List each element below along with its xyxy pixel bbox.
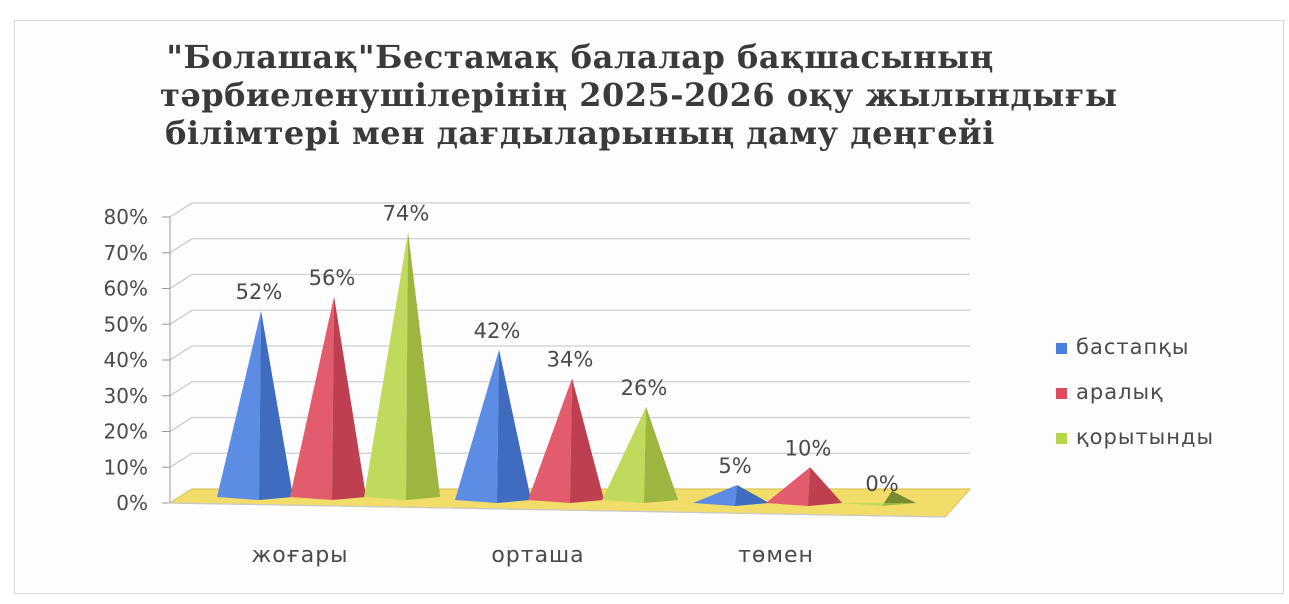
side-gridline — [170, 382, 192, 396]
side-gridline — [170, 275, 192, 289]
pyramid-face-қорытынды — [644, 407, 678, 503]
pyramid-front-қорытынды — [602, 407, 646, 503]
pyramid-front-бастапқы — [217, 311, 261, 500]
data-label: 5% — [718, 454, 751, 478]
side-gridline — [170, 453, 192, 467]
pyramid-face-бастапқы — [497, 350, 531, 503]
pyramid-front-қорытынды — [364, 232, 408, 500]
legend-label: бастапқы — [1076, 335, 1189, 359]
x-category-label: орташа — [491, 543, 584, 568]
data-label: 26% — [621, 376, 668, 400]
y-tick-label: 0% — [116, 491, 148, 515]
data-label: 42% — [474, 319, 521, 343]
side-gridline — [170, 239, 192, 253]
pyramid-face-қорытынды — [406, 232, 440, 500]
y-tick-label: 10% — [104, 455, 148, 479]
data-label: 34% — [547, 347, 594, 371]
pyramid-face-бастапқы — [259, 311, 293, 500]
y-tick-label: 20% — [104, 420, 148, 444]
y-tick-label: 70% — [104, 241, 148, 265]
data-label: 52% — [236, 280, 283, 304]
side-gridline — [170, 418, 192, 432]
x-category-label: жоғары — [251, 543, 348, 568]
y-tick-label: 40% — [104, 348, 148, 372]
side-gridline — [170, 203, 192, 217]
legend-swatch — [1056, 388, 1067, 399]
side-gridline — [170, 310, 192, 324]
legend-swatch — [1056, 433, 1067, 444]
legend-label: аралық — [1076, 380, 1164, 404]
pyramid-front-аралық — [766, 467, 810, 506]
data-label: 74% — [383, 201, 430, 225]
data-label: 10% — [785, 436, 832, 460]
pyramid-face-аралық — [332, 297, 366, 500]
y-tick-label: 60% — [104, 277, 148, 301]
x-category-label: төмен — [738, 543, 814, 568]
pyramid-front-аралық — [528, 378, 572, 503]
legend-label: қорытынды — [1076, 425, 1214, 449]
pyramid-face-аралық — [570, 378, 604, 503]
side-gridline — [170, 346, 192, 360]
legend-swatch — [1056, 343, 1067, 354]
pyramid-front-бастапқы — [455, 350, 499, 503]
y-tick-label: 50% — [104, 312, 148, 336]
data-label: 0% — [865, 472, 898, 496]
y-tick-label: 30% — [104, 384, 148, 408]
pyramid-front-аралық — [290, 297, 334, 500]
y-tick-label: 80% — [104, 205, 148, 229]
pyramid-face-аралық — [808, 467, 842, 506]
data-label: 56% — [309, 266, 356, 290]
